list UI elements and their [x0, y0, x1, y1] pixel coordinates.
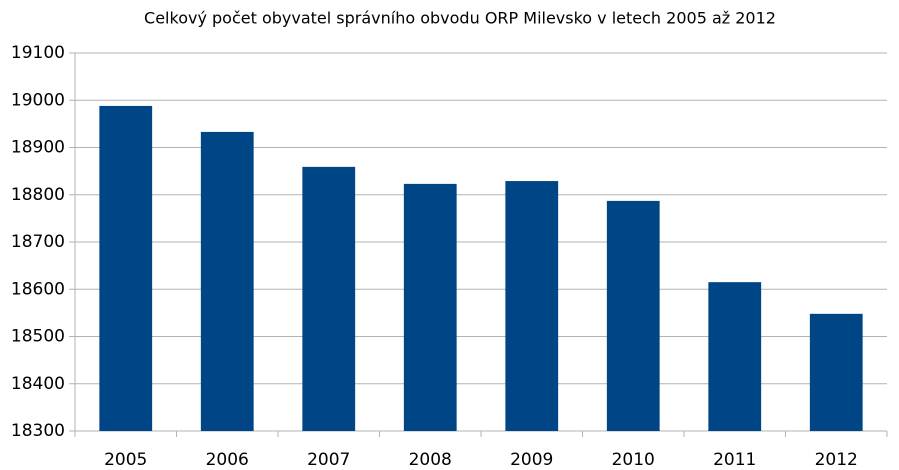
y-tick-label: 19000 — [11, 90, 65, 110]
chart-title: Celkový počet obyvatel správního obvodu … — [144, 9, 776, 28]
x-tick-label: 2011 — [713, 450, 756, 470]
x-tick-label: 2006 — [206, 450, 249, 470]
x-tick-label: 2008 — [409, 450, 452, 470]
y-tick-label: 18400 — [11, 374, 65, 394]
x-tick-label: 2012 — [815, 450, 858, 470]
bar — [403, 183, 457, 431]
y-tick-label: 19100 — [11, 43, 65, 63]
x-tick-label: 2005 — [104, 450, 147, 470]
x-tick-label: 2010 — [612, 450, 655, 470]
y-tick-label: 18600 — [11, 279, 65, 299]
x-tick-label: 2009 — [510, 450, 553, 470]
bar — [99, 105, 153, 432]
bar — [302, 166, 356, 431]
bar — [505, 181, 559, 431]
y-tick-label: 18700 — [11, 232, 65, 252]
bar — [200, 131, 254, 431]
y-tick-label: 18300 — [11, 421, 65, 441]
bar — [606, 200, 660, 431]
y-tick-label: 18500 — [11, 327, 65, 347]
bar — [809, 313, 863, 431]
bar — [708, 282, 762, 431]
y-tick-label: 18900 — [11, 138, 65, 158]
x-tick-label: 2007 — [307, 450, 350, 470]
y-tick-label: 18800 — [11, 185, 65, 205]
